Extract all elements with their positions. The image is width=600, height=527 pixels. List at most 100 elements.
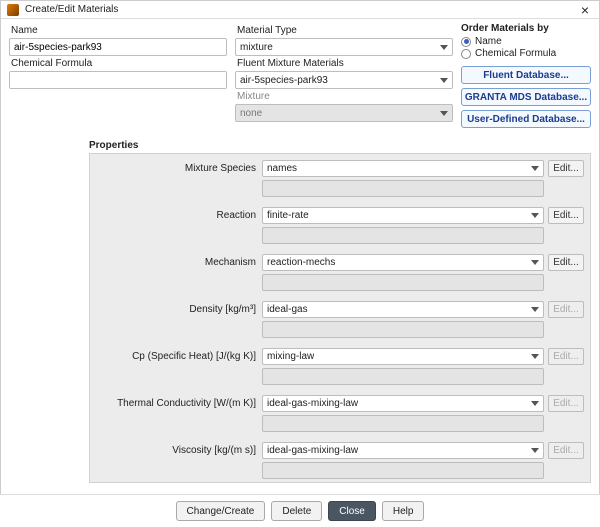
property-label: Thermal Conductivity [W/(m K)] [96,395,258,409]
property-row: Reaction finite-rate Edit... [96,207,584,244]
property-value: names [267,163,297,174]
chevron-down-icon [531,354,539,359]
property-select[interactable]: ideal-gas-mixing-law [262,395,544,412]
delete-button[interactable]: Delete [271,501,322,521]
col-left: Name Chemical Formula [9,23,227,132]
chevron-down-icon [440,111,448,116]
property-fields: mixing-law [262,348,544,385]
property-value: ideal-gas [267,304,308,315]
property-fields: finite-rate [262,207,544,244]
property-fields: names [262,160,544,197]
radio-icon [461,49,471,59]
property-label: Mechanism [96,254,258,268]
property-label: Density [kg/m³] [96,301,258,315]
chevron-down-icon [531,213,539,218]
material-type-select[interactable]: mixture [235,38,453,56]
chevron-down-icon [531,260,539,265]
property-value: reaction-mechs [267,257,335,268]
property-row: Viscosity [kg/(m s)] ideal-gas-mixing-law… [96,442,584,479]
property-value: ideal-gas-mixing-law [267,398,358,409]
content-area: Name Chemical Formula Material Type mixt… [1,19,599,483]
radio-order-name[interactable]: Name [461,36,591,47]
properties-title: Properties [89,140,591,151]
property-value: ideal-gas-mixing-law [267,445,358,456]
chevron-down-icon [531,307,539,312]
material-type-label: Material Type [235,25,453,36]
name-input[interactable] [9,38,227,56]
property-row: Thermal Conductivity [W/(m K)] ideal-gas-… [96,395,584,432]
property-label: Cp (Specific Heat) [J/(kg K)] [96,348,258,362]
fluent-mixture-select[interactable]: air-5species-park93 [235,71,453,89]
edit-button: Edit... [548,301,584,318]
chevron-down-icon [531,401,539,406]
property-row: Density [kg/m³] ideal-gas Edit... [96,301,584,338]
edit-button: Edit... [548,395,584,412]
radio-label-formula: Chemical Formula [475,48,556,59]
property-fields: ideal-gas-mixing-law [262,442,544,479]
property-label: Viscosity [kg/(m s)] [96,442,258,456]
property-fields: ideal-gas-mixing-law [262,395,544,432]
fluent-mixture-value: air-5species-park93 [240,75,328,86]
order-title: Order Materials by [461,23,591,34]
top-row: Name Chemical Formula Material Type mixt… [9,23,591,132]
chevron-down-icon [440,78,448,83]
mixture-select: none [235,104,453,122]
property-secondary-field [262,180,544,197]
property-fields: reaction-mechs [262,254,544,291]
titlebar: Create/Edit Materials × [1,1,599,19]
edit-button[interactable]: Edit... [548,207,584,224]
edit-button[interactable]: Edit... [548,254,584,271]
property-secondary-field [262,415,544,432]
chevron-down-icon [531,166,539,171]
property-value: finite-rate [267,210,309,221]
edit-button: Edit... [548,442,584,459]
footer: Change/Create Delete Close Help [0,494,600,527]
property-select[interactable]: reaction-mechs [262,254,544,271]
property-row: Mechanism reaction-mechs Edit... [96,254,584,291]
property-fields: ideal-gas [262,301,544,338]
property-value: mixing-law [267,351,314,362]
chevron-down-icon [440,45,448,50]
app-icon [7,4,19,16]
material-type-value: mixture [240,42,273,53]
order-box: Order Materials by Name Chemical Formula [461,23,591,60]
property-select[interactable]: ideal-gas-mixing-law [262,442,544,459]
granta-database-button[interactable]: GRANTA MDS Database... [461,88,591,106]
close-icon[interactable]: × [577,4,593,16]
property-secondary-field [262,462,544,479]
properties-box: Mixture Species names Edit... Reaction finit… [89,153,591,483]
help-button[interactable]: Help [382,501,425,521]
property-row: Mixture Species names Edit... [96,160,584,197]
edit-button: Edit... [548,348,584,365]
user-database-button[interactable]: User-Defined Database... [461,110,591,128]
mixture-value: none [240,108,262,119]
property-label: Mixture Species [96,160,258,174]
properties-section: Properties Mixture SpeciesnamesEdit...Re… [89,140,591,483]
formula-label: Chemical Formula [9,58,227,69]
window-title: Create/Edit Materials [25,4,118,15]
db-buttons: Fluent Database... GRANTA MDS Database..… [461,66,591,132]
property-secondary-field [262,321,544,338]
property-secondary-field [262,368,544,385]
name-label: Name [9,25,227,36]
property-secondary-field [262,274,544,291]
property-select[interactable]: ideal-gas [262,301,544,318]
property-select[interactable]: names [262,160,544,177]
change-create-button[interactable]: Change/Create [176,501,266,521]
property-secondary-field [262,227,544,244]
property-select[interactable]: mixing-law [262,348,544,365]
radio-order-formula[interactable]: Chemical Formula [461,48,591,59]
property-label: Reaction [96,207,258,221]
fluent-mixture-label: Fluent Mixture Materials [235,58,453,69]
col-right: Order Materials by Name Chemical Formula… [461,23,591,132]
property-row: Cp (Specific Heat) [J/(kg K)] mixing-law E… [96,348,584,385]
mixture-label: Mixture [235,91,453,102]
chevron-down-icon [531,448,539,453]
col-mid: Material Type mixture Fluent Mixture Mat… [235,23,453,132]
formula-input[interactable] [9,71,227,89]
property-select[interactable]: finite-rate [262,207,544,224]
fluent-database-button[interactable]: Fluent Database... [461,66,591,84]
edit-button[interactable]: Edit... [548,160,584,177]
radio-icon [461,37,471,47]
close-button[interactable]: Close [328,501,376,521]
